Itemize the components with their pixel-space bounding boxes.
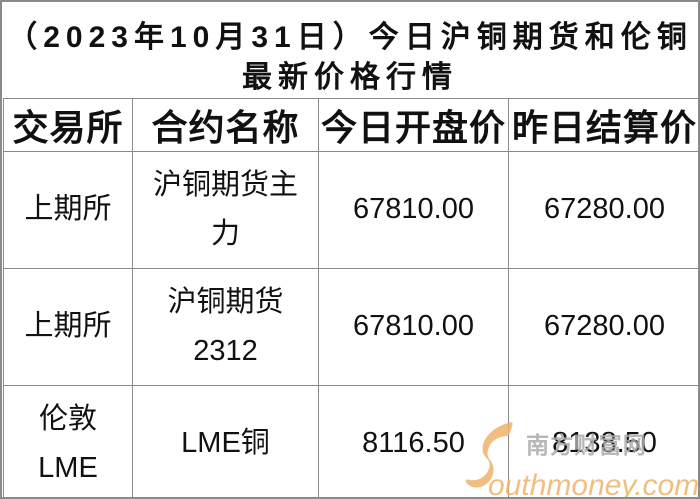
svg-text:outhmoney.com: outhmoney.com: [488, 469, 699, 499]
svg-text:南方财富网: 南方财富网: [526, 432, 647, 458]
